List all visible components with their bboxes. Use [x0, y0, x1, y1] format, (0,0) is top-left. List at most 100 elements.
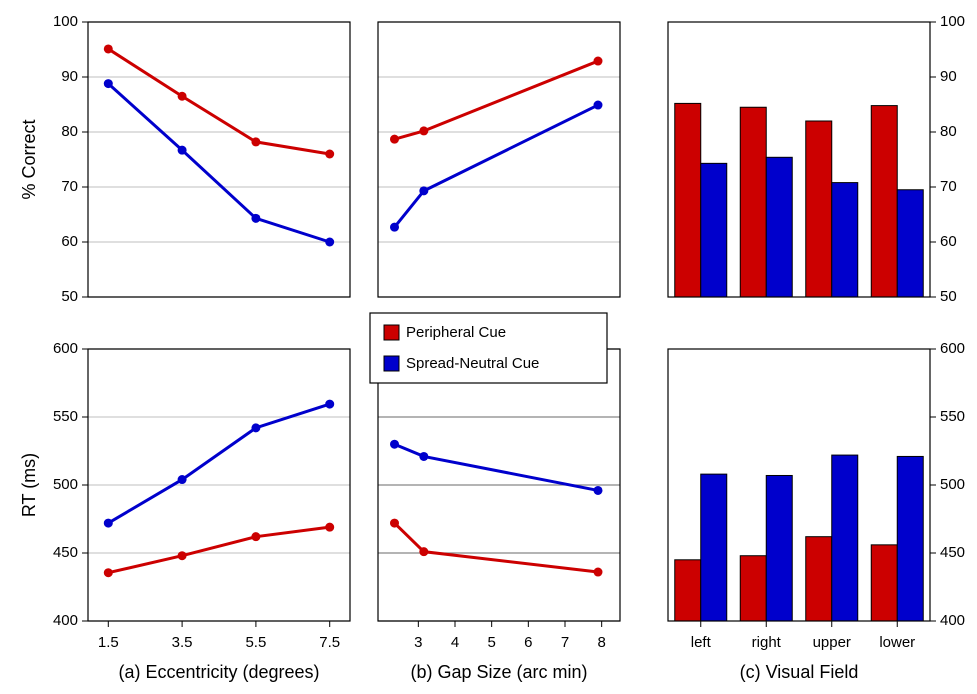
- data-point: [419, 547, 429, 557]
- data-point: [390, 222, 399, 232]
- x-tick-label: 4: [451, 634, 459, 651]
- data-point: [251, 532, 261, 542]
- y-tick-label: 90: [61, 68, 78, 85]
- y-tick-label: 550: [940, 408, 965, 425]
- bar: [805, 120, 833, 298]
- data-point: [390, 439, 399, 449]
- bar: [765, 156, 793, 298]
- x-tick-label: lower: [879, 634, 915, 651]
- data-point: [593, 567, 603, 577]
- y-tick-label: 600: [53, 340, 78, 357]
- data-point: [593, 56, 603, 66]
- data-point: [419, 451, 429, 461]
- data-point: [593, 485, 603, 495]
- y-tick-label: 550: [53, 408, 78, 425]
- data-point: [177, 475, 187, 485]
- x-tick-label: 1.5: [98, 634, 119, 651]
- data-point: [251, 423, 261, 433]
- series-line: [107, 47, 330, 156]
- bar: [896, 189, 924, 298]
- legend-swatch: [383, 355, 400, 372]
- plot-frame: [667, 348, 931, 622]
- x-tick-label: 3: [414, 634, 422, 651]
- y-tick-label: 100: [53, 13, 78, 30]
- y-tick-label: 400: [940, 612, 965, 629]
- plot-frame: [87, 348, 351, 622]
- data-point: [325, 237, 335, 247]
- data-point: [419, 186, 429, 196]
- x-tick-label: 7.5: [319, 634, 340, 651]
- x-tick-label: 5.5: [245, 634, 266, 651]
- y-tick-label: 100: [940, 13, 965, 30]
- data-point: [390, 518, 399, 528]
- data-point: [177, 551, 187, 561]
- plot-frame: [87, 21, 351, 298]
- bar: [700, 162, 728, 298]
- data-point: [103, 44, 113, 54]
- legend-label: Peripheral Cue: [406, 324, 506, 341]
- x-tick-label: left: [691, 634, 712, 651]
- x-tick-label: 8: [597, 634, 605, 651]
- data-point: [251, 137, 261, 147]
- data-point: [103, 568, 113, 578]
- y-axis-title: % Correct: [19, 119, 39, 199]
- plot-frame: [667, 21, 931, 298]
- y-tick-label: 50: [940, 288, 957, 305]
- y-tick-label: 70: [61, 178, 78, 195]
- plot-frame: [377, 21, 621, 298]
- data-point: [593, 100, 603, 110]
- x-axis-title: (b) Gap Size (arc min): [410, 662, 587, 682]
- bar: [739, 555, 767, 622]
- y-tick-label: 60: [940, 233, 957, 250]
- y-tick-label: 50: [61, 288, 78, 305]
- y-tick-label: 60: [61, 233, 78, 250]
- data-point: [103, 518, 113, 528]
- bar: [700, 473, 728, 622]
- x-tick-label: 3.5: [172, 634, 193, 651]
- legend: Peripheral Cue Spread-Neutral Cue: [369, 312, 608, 384]
- y-tick-label: 80: [940, 123, 957, 140]
- data-point: [325, 149, 335, 159]
- data-point: [177, 91, 187, 101]
- data-point: [325, 522, 335, 532]
- legend-swatch: [383, 324, 400, 341]
- legend-label: Spread-Neutral Cue: [406, 355, 539, 372]
- x-tick-label: right: [752, 634, 782, 651]
- x-tick-label: 6: [524, 634, 532, 651]
- data-point: [390, 134, 399, 144]
- y-tick-label: 450: [53, 544, 78, 561]
- bar: [674, 559, 702, 622]
- data-point: [177, 145, 187, 155]
- series-line: [107, 525, 330, 575]
- x-tick-label: upper: [813, 634, 851, 651]
- x-axis-title: (a) Eccentricity (degrees): [118, 662, 319, 682]
- series-line: [393, 442, 599, 492]
- bar: [870, 105, 898, 298]
- x-tick-label: 5: [487, 634, 495, 651]
- bar: [831, 454, 859, 622]
- bar: [765, 474, 793, 622]
- bar: [831, 182, 859, 298]
- legend-box: [369, 312, 608, 384]
- y-tick-label: 80: [61, 123, 78, 140]
- y-tick-label: 400: [53, 612, 78, 629]
- y-tick-label: 500: [940, 476, 965, 493]
- bar: [896, 455, 924, 622]
- bar: [739, 106, 767, 298]
- x-axis-title: (c) Visual Field: [740, 662, 859, 682]
- data-point: [103, 79, 113, 89]
- bar: [805, 536, 833, 622]
- y-tick-label: 600: [940, 340, 965, 357]
- y-axis-title: RT (ms): [19, 453, 39, 517]
- data-point: [419, 126, 429, 136]
- y-tick-label: 500: [53, 476, 78, 493]
- y-tick-label: 90: [940, 68, 957, 85]
- series-line: [393, 103, 599, 229]
- bar: [870, 544, 898, 622]
- data-point: [251, 213, 261, 223]
- series-line: [107, 82, 331, 244]
- series-line: [107, 402, 331, 525]
- x-tick-label: 7: [561, 634, 569, 651]
